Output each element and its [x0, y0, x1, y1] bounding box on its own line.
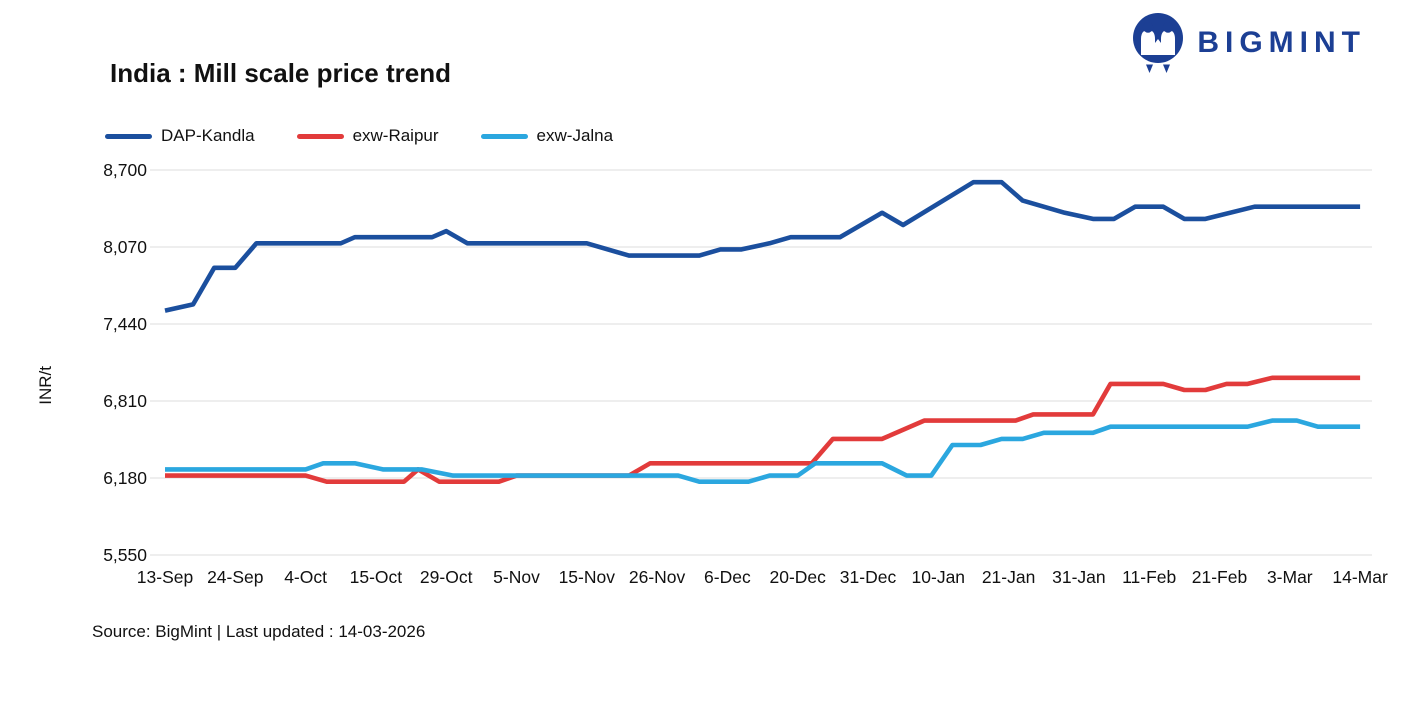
x-axis-tick-label: 13-Sep — [137, 567, 193, 587]
y-axis-tick-label: 8,700 — [103, 160, 147, 180]
legend-item-exw-jalna: exw-Jalna — [480, 126, 614, 146]
legend-swatch — [296, 133, 344, 139]
legend-item-dap-kandla: DAP-Kandla — [105, 126, 255, 146]
y-axis-tick-label: 8,070 — [103, 237, 147, 257]
x-axis-tick-label: 4-Oct — [284, 567, 327, 587]
legend-item-exw-raipur: exw-Raipur — [296, 126, 439, 146]
x-axis-tick-label: 15-Nov — [559, 567, 616, 587]
bigmint-logo: BIGMINT — [1132, 12, 1366, 74]
legend-label: exw-Raipur — [352, 126, 439, 145]
x-axis-tick-label: 31-Jan — [1052, 567, 1106, 587]
series-line-exw-jalna — [165, 418, 1361, 485]
x-axis-tick-label: 29-Oct — [420, 567, 473, 587]
brand-name: BIGMINT — [1197, 26, 1366, 59]
y-axis-tick-label: 7,440 — [103, 314, 147, 334]
x-axis-tick-label: 24-Sep — [207, 567, 263, 587]
x-axis-tick-label: 10-Jan — [912, 567, 966, 587]
x-axis-tick-label: 14-Mar — [1332, 567, 1388, 587]
legend-label: exw-Jalna — [536, 126, 614, 145]
x-axis-tick-label: 5-Nov — [493, 567, 540, 587]
y-axis-tick-label: 5,550 — [103, 545, 147, 565]
x-axis-tick-label: 3-Mar — [1267, 567, 1313, 587]
series-line-exw-raipur — [165, 375, 1361, 485]
x-axis-tick-label: 31-Dec — [840, 567, 897, 587]
x-axis-tick-label: 26-Nov — [629, 567, 686, 587]
bigmint-logo-icon — [1133, 13, 1184, 73]
chart-legend: DAP-Kandla exw-Raipur exw-Jalna — [105, 126, 613, 146]
series-line-dap-kandla — [164, 179, 1361, 313]
x-axis-tick-label: 15-Oct — [350, 567, 403, 587]
x-axis-tick-label: 21-Feb — [1192, 567, 1247, 587]
legend-label: DAP-Kandla — [161, 126, 255, 145]
y-axis-label: INR/t — [36, 366, 55, 405]
y-axis-tick-label: 6,810 — [103, 391, 147, 411]
source-note: Source: BigMint | Last updated : 14-03-2… — [92, 622, 426, 641]
y-axis-tick-label: 6,180 — [103, 468, 147, 488]
legend-swatch — [480, 133, 528, 139]
x-axis-tick-label: 20-Dec — [769, 567, 826, 587]
legend-swatch — [105, 133, 152, 139]
x-axis-tick-label: 11-Feb — [1122, 567, 1176, 587]
x-axis-tick-label: 21-Jan — [982, 567, 1036, 587]
x-axis-tick-label: 6-Dec — [704, 567, 751, 587]
page-title: India : Mill scale price trend — [110, 58, 451, 88]
